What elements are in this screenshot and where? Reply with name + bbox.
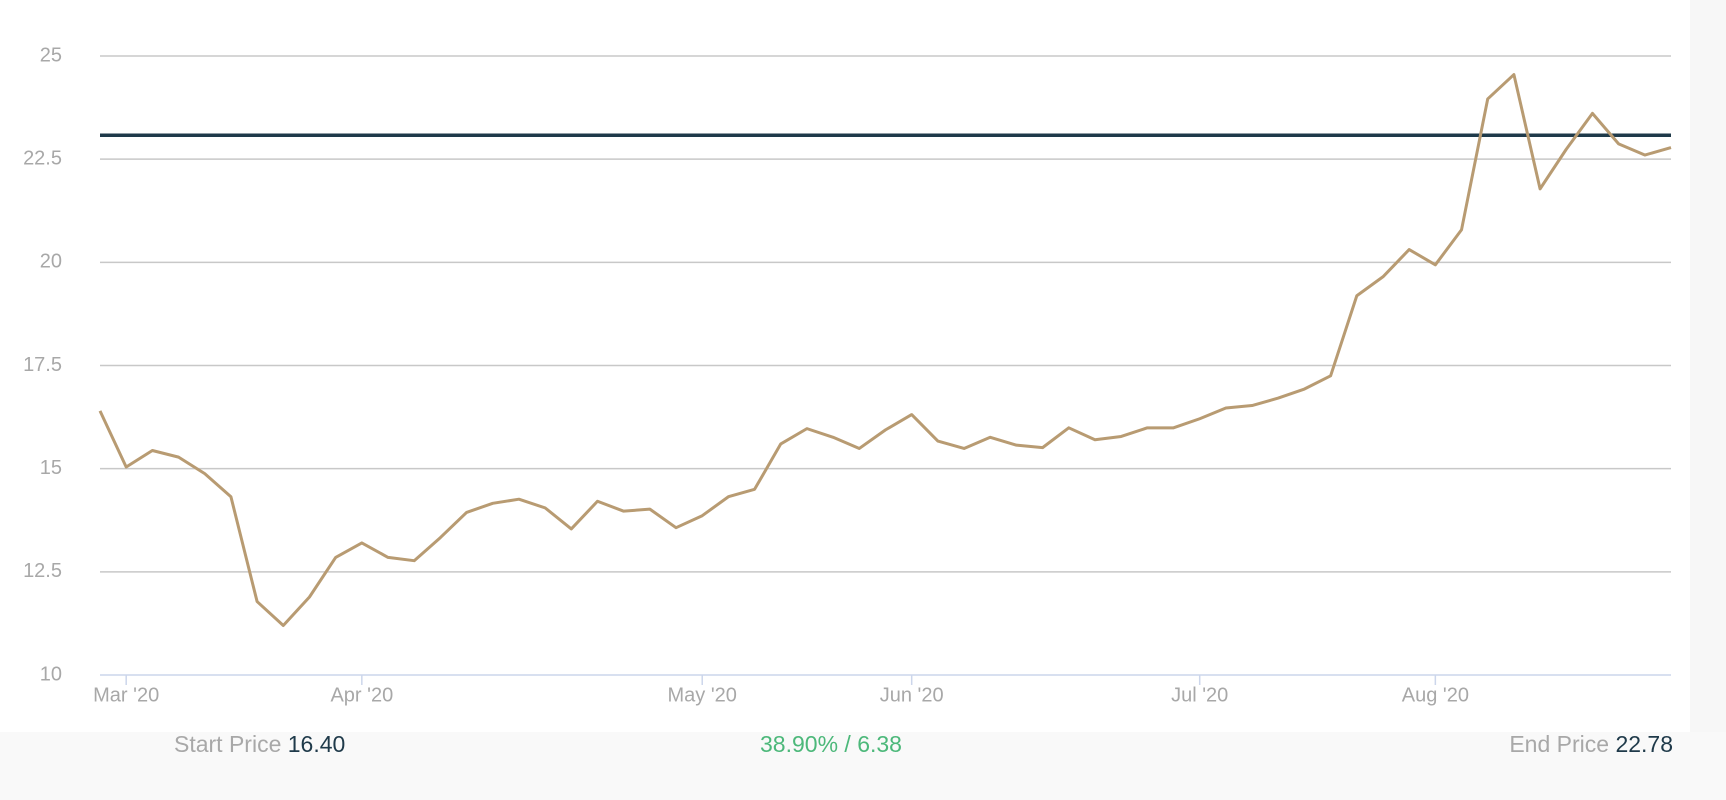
change: 38.90% / 6.38 [760, 731, 902, 757]
x-tick-label: Jun '20 [880, 684, 944, 706]
footer-bar [0, 732, 1726, 800]
price-line [98, 73, 1672, 627]
x-tick-label: May '20 [668, 684, 737, 706]
end-price: End Price 22.78 [1509, 731, 1673, 757]
x-tick-label: Apr '20 [330, 684, 393, 706]
y-tick-label: 25 [40, 44, 62, 66]
y-tick-label: 15 [40, 457, 62, 479]
start-price: Start Price 16.40 [174, 731, 345, 757]
x-tick-label: Mar '20 [93, 684, 159, 706]
y-tick-label: 10 [40, 663, 62, 685]
start-label: Start Price [174, 731, 281, 757]
start-value: 16.40 [288, 731, 346, 757]
y-tick-label: 20 [40, 251, 62, 273]
x-tick-label: Jul '20 [1171, 684, 1228, 706]
end-value: 22.78 [1615, 731, 1673, 757]
y-tick-label: 22.5 [23, 147, 62, 169]
x-tick-label: Aug '20 [1402, 684, 1469, 706]
y-tick-label: 12.5 [23, 560, 62, 582]
end-label: End Price [1509, 731, 1609, 757]
side-strip [1690, 0, 1726, 800]
y-tick-label: 17.5 [23, 354, 62, 376]
